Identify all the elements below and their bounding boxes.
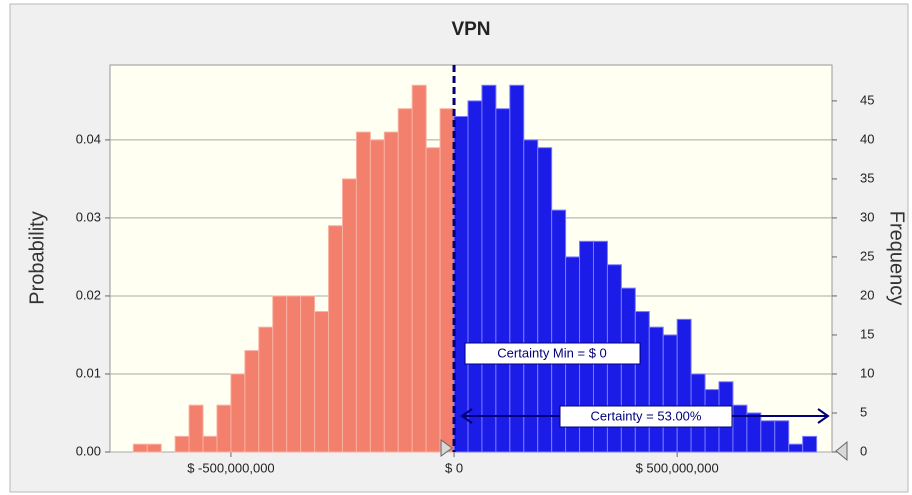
histogram-bar: [523, 139, 539, 453]
histogram-bar: [328, 225, 343, 453]
y2-tick-label: 40: [860, 131, 874, 146]
histogram-bar: [481, 84, 497, 453]
histogram-bar: [258, 326, 274, 453]
y2-tick-label: 15: [860, 326, 874, 341]
y2-tick-label: 35: [860, 170, 874, 185]
x-tick-label: $ 500,000,000: [636, 460, 719, 475]
histogram-bar: [230, 373, 246, 453]
histogram-bar: [467, 100, 483, 453]
y2-tick-label: 10: [860, 365, 874, 380]
histogram-bar: [648, 326, 664, 453]
histogram-bar: [202, 435, 218, 453]
histogram-bar: [495, 108, 511, 453]
histogram-bar: [453, 115, 469, 453]
y2-tick-label: 0: [860, 443, 867, 458]
y2-tick-label: 30: [860, 209, 874, 224]
histogram-bar: [132, 443, 148, 453]
y2-axis-title: Frequency: [886, 211, 908, 306]
annotation: Certainty Min = $ 0: [497, 345, 606, 360]
y2-tick-label: 20: [860, 287, 874, 302]
y2-tick-label: 25: [860, 248, 874, 263]
histogram-bar: [383, 131, 399, 453]
histogram-bar: [662, 334, 678, 453]
y-tick-label: 0.04: [76, 131, 101, 146]
y-axis-title: Probability: [26, 211, 48, 304]
y-tick-label: 0.02: [76, 287, 101, 302]
annotation: Certainty = 53.00%: [591, 408, 702, 423]
histogram-bar: [300, 295, 316, 453]
histogram-bar: [537, 147, 553, 453]
right-handle: [835, 440, 848, 462]
histogram-bar: [732, 404, 748, 453]
arrow-head-left: [460, 408, 473, 424]
y2-tick-label: 45: [860, 92, 874, 107]
histogram-bar: [397, 108, 413, 453]
histogram-bar: [244, 350, 260, 453]
annotation-box: [559, 405, 733, 428]
histogram-bar: [216, 404, 232, 453]
histogram-bar: [369, 139, 385, 453]
histogram-bar: [272, 295, 288, 453]
histogram-bar: [509, 84, 525, 453]
histogram-bar: [676, 318, 692, 453]
y-tick-label: 0.00: [76, 443, 101, 458]
chart-title: VPN: [451, 19, 490, 40]
histogram-bar: [174, 435, 190, 453]
histogram-bar: [314, 311, 330, 453]
certainty-handle: [440, 439, 453, 457]
arrow-head-right: [817, 408, 830, 424]
y-tick-label: 0.01: [76, 365, 101, 380]
x-tick-label: $ -500,000,000: [187, 460, 274, 475]
histogram-bar: [286, 295, 302, 453]
histogram-bar: [634, 311, 650, 453]
histogram-bar: [355, 131, 371, 453]
histogram-bar: [746, 412, 762, 453]
histogram-bar: [188, 404, 204, 453]
histogram-bar: [788, 443, 804, 453]
histogram-bar: [425, 147, 441, 453]
histogram-bar: [774, 420, 790, 453]
histogram-bar: [760, 420, 776, 453]
y-tick-label: 0.03: [76, 209, 101, 224]
y2-tick-label: 5: [860, 404, 867, 419]
annotation-box: [464, 342, 641, 365]
histogram-bar: [439, 108, 455, 453]
histogram-bar: [411, 84, 427, 453]
overlay: Certainty Min = $ 0 Certainty = 53.00%: [440, 65, 848, 462]
histogram-bar: [802, 435, 818, 453]
histogram-bar: [341, 178, 357, 453]
histogram-bar: [146, 443, 162, 453]
x-tick-label: $ 0: [445, 460, 463, 475]
